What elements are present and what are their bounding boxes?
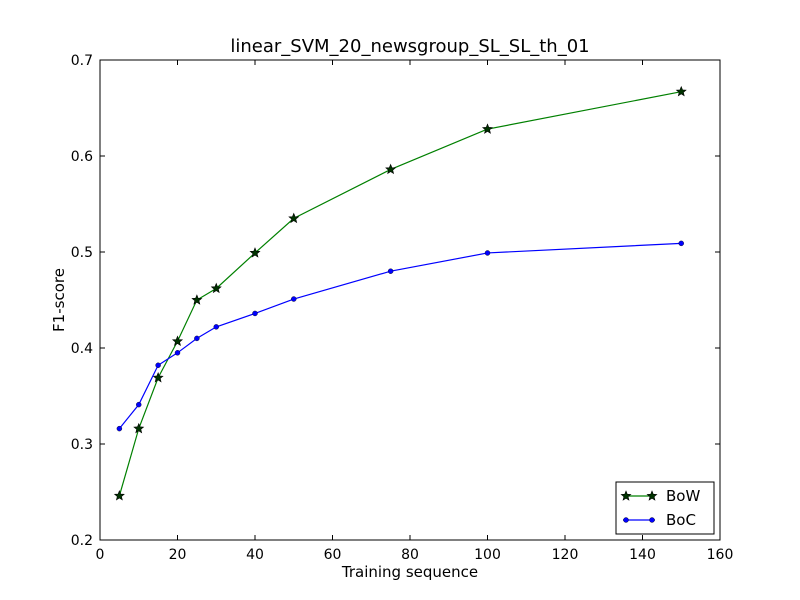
x-tick-label: 60 bbox=[324, 547, 342, 563]
legend-marker bbox=[620, 490, 632, 501]
legend: BoW BoC bbox=[615, 481, 715, 535]
data-point bbox=[133, 422, 145, 434]
x-tick-label: 0 bbox=[96, 547, 105, 563]
data-point bbox=[675, 85, 687, 97]
data-point bbox=[484, 250, 491, 256]
data-point bbox=[288, 212, 300, 224]
data-point bbox=[291, 296, 297, 302]
data-point bbox=[678, 240, 684, 247]
y-tick-label: 0.4 bbox=[71, 341, 93, 357]
y-tick-label: 0.6 bbox=[71, 149, 93, 165]
y-tick-label: 0.5 bbox=[71, 245, 93, 261]
y-tick-label: 0.2 bbox=[71, 533, 93, 549]
y-tick-label: 0.7 bbox=[71, 53, 93, 69]
data-point bbox=[481, 123, 494, 134]
data-point bbox=[155, 362, 161, 368]
data-point bbox=[194, 335, 200, 342]
y-tick-label: 0.3 bbox=[71, 437, 93, 453]
data-point bbox=[174, 350, 181, 356]
data-point bbox=[171, 335, 184, 346]
x-tick-label: 40 bbox=[246, 547, 264, 563]
legend-entry-boc: BoC bbox=[623, 511, 696, 529]
x-tick-label: 120 bbox=[552, 547, 579, 563]
data-point bbox=[116, 425, 123, 432]
legend-box bbox=[615, 481, 715, 535]
data-point bbox=[210, 282, 222, 294]
x-tick-label: 140 bbox=[629, 547, 656, 563]
axis-ticks: 0 20 40 60 80 100 120 140 160 0.2 0.3 0.4 0.5 0.6 0.7 bbox=[71, 53, 734, 563]
data-point bbox=[385, 163, 397, 175]
x-tick-label: 20 bbox=[169, 547, 187, 563]
x-tick-label: 160 bbox=[707, 547, 734, 563]
plot-area bbox=[100, 60, 720, 540]
legend-entry-bow: BoW bbox=[620, 487, 700, 505]
data-point bbox=[387, 268, 394, 274]
plot-frame bbox=[99, 59, 721, 541]
legend-label: BoC bbox=[666, 511, 696, 529]
data-point bbox=[152, 371, 164, 383]
legend-marker bbox=[623, 517, 629, 523]
series-layer bbox=[113, 85, 687, 501]
data-point bbox=[113, 490, 125, 501]
chart-title: linear_SVM_20_newsgroup_SL_SL_th_01 bbox=[230, 36, 589, 57]
x-axis-label: Training sequence bbox=[341, 563, 478, 581]
y-axis-label: F1-score bbox=[50, 268, 68, 332]
legend-label: BoW bbox=[666, 487, 700, 505]
x-tick-label: 80 bbox=[401, 547, 419, 563]
data-point bbox=[191, 294, 203, 305]
legend-marker bbox=[649, 517, 655, 523]
x-tick-label: 100 bbox=[474, 547, 501, 563]
data-point bbox=[136, 401, 142, 408]
data-point bbox=[252, 310, 258, 317]
legend-marker bbox=[646, 490, 658, 501]
data-point bbox=[249, 247, 261, 258]
series-bow bbox=[113, 85, 687, 501]
data-point bbox=[213, 324, 219, 330]
series-boc bbox=[116, 240, 684, 432]
